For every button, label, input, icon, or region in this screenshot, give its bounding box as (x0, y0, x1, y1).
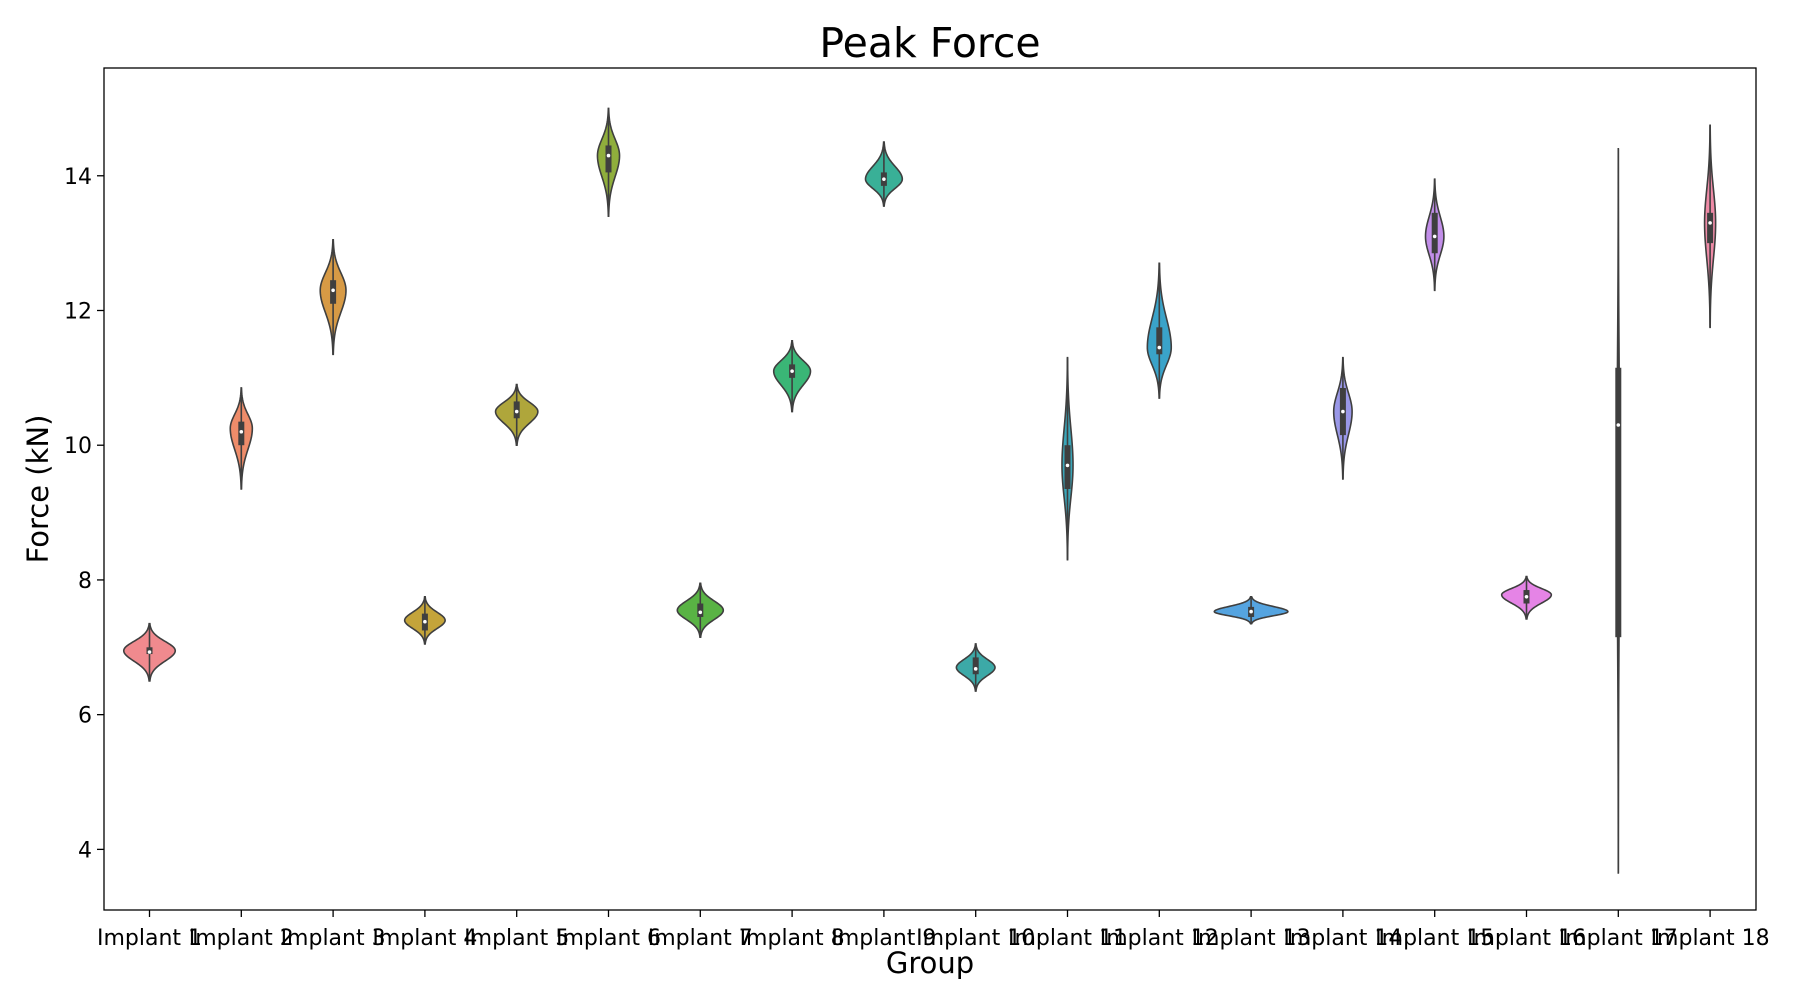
violin-median-point (882, 177, 886, 181)
violin-iqr-box (605, 145, 612, 173)
violin-9 (864, 141, 904, 207)
violin-iqr-box (1156, 327, 1163, 355)
violin-iqr-box (1615, 367, 1622, 638)
x-tick-label: Implant 13 (1192, 926, 1311, 951)
x-tick-label: Implant 8 (740, 926, 845, 951)
violin-median-point (1708, 221, 1712, 225)
x-tick-label: Implant 15 (1375, 926, 1494, 951)
violin-median-point (1524, 594, 1529, 599)
x-tick-label: Implant 17 (1559, 926, 1678, 951)
violin-8 (772, 340, 812, 413)
violin-iqr-box (1707, 212, 1714, 244)
violin-median-point (790, 369, 794, 373)
y-tick-label: 4 (78, 838, 92, 863)
y-axis-title: Force (kN) (21, 415, 55, 564)
violin-10 (955, 643, 996, 692)
violin-median-point (239, 429, 244, 434)
x-tick-label: Implant 5 (464, 926, 569, 951)
violin-6 (596, 107, 621, 217)
violin-median-point (423, 619, 427, 624)
violin-median-point (331, 288, 335, 293)
x-tick-label: Implant 1 (97, 926, 202, 951)
x-axis-title: Group (886, 946, 974, 980)
y-tick-label: 8 (78, 569, 92, 594)
violin-median-point (1065, 463, 1070, 468)
violin-3 (319, 238, 347, 356)
violin-median-point (147, 650, 152, 654)
violin-median-point (1432, 234, 1437, 239)
x-tick-label: Implant 7 (648, 926, 753, 951)
violin-5 (494, 383, 539, 447)
violin-median-point (606, 153, 611, 158)
x-tick-label: Implant 14 (1283, 926, 1402, 951)
violin-18 (1703, 124, 1717, 329)
violin-median-point (973, 667, 978, 671)
x-tick-label: Implant 9 (831, 926, 936, 951)
violin-7 (676, 582, 725, 638)
violin-1 (122, 622, 177, 682)
x-tick-label: Implant 6 (556, 926, 661, 951)
x-tick-label: Implant 12 (1100, 926, 1219, 951)
violin-median-point (1157, 345, 1162, 350)
violin-11 (1061, 356, 1074, 561)
chart-title: Peak Force (819, 19, 1040, 67)
violin-median-point (698, 610, 703, 615)
violin-16 (1500, 575, 1553, 620)
x-tick-label: Implant 16 (1467, 926, 1586, 951)
violin-4 (403, 595, 446, 645)
x-tick-label: Implant 4 (372, 926, 477, 951)
violin-2 (229, 387, 254, 490)
y-tick-label: 14 (64, 165, 92, 190)
x-tick-label: Implant 10 (916, 926, 1035, 951)
violin-median-point (514, 409, 519, 414)
x-tick-label: Implant 3 (281, 926, 386, 951)
y-tick-label: 10 (64, 434, 92, 459)
violin-iqr-box (697, 603, 704, 617)
violin-median-point (1616, 423, 1621, 427)
violin-layer (122, 107, 1717, 874)
violin-median-point (1249, 609, 1253, 614)
plot-frame (103, 67, 1757, 911)
violin-13 (1213, 595, 1289, 625)
violin-median-point (1341, 409, 1345, 414)
x-tick-label: Implant 2 (189, 926, 294, 951)
y-tick-label: 12 (64, 299, 92, 324)
violin-15 (1424, 178, 1445, 292)
x-tick-label: Implant 18 (1651, 926, 1770, 951)
violin-iqr-box (972, 657, 979, 675)
violin-14 (1332, 356, 1353, 480)
violin-iqr-box (1431, 212, 1438, 254)
violin-17 (1615, 148, 1622, 874)
violin-12 (1146, 262, 1173, 399)
y-tick-label: 6 (78, 704, 92, 729)
x-tick-label: Implant 11 (1008, 926, 1127, 951)
y-axis: 4 6 8 10 12 14 (64, 165, 104, 863)
